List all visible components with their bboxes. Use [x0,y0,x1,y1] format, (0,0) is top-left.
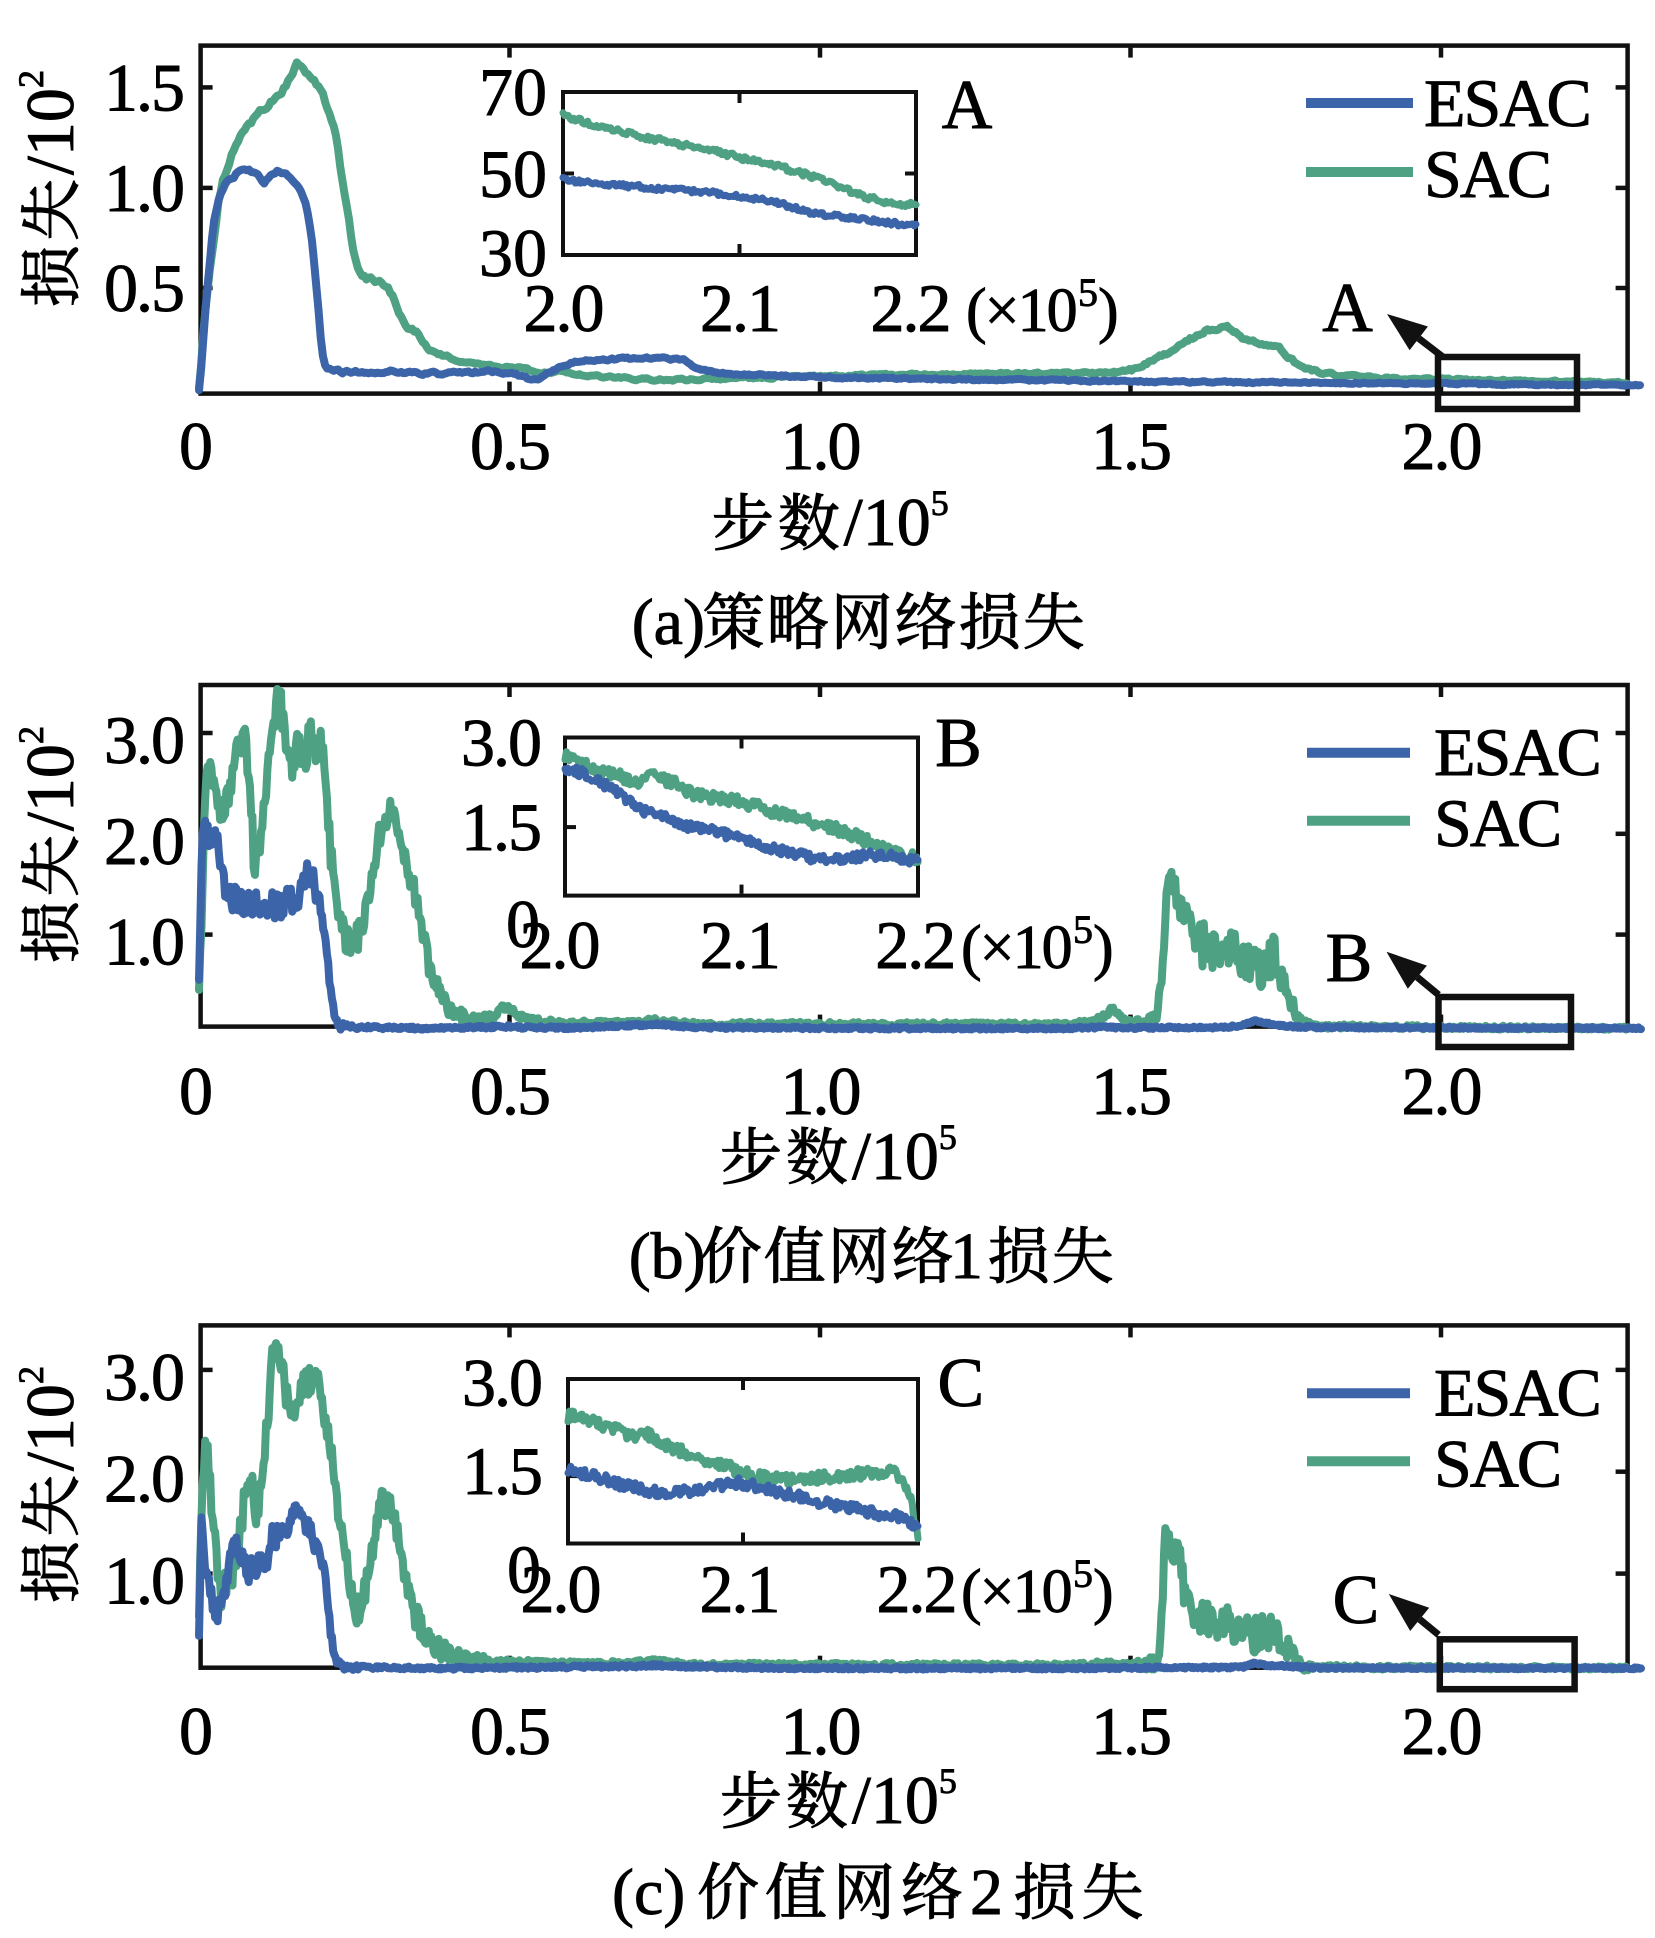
svg-text:1.0: 1.0 [104,1543,183,1619]
svg-text:1.5: 1.5 [462,1433,541,1509]
svg-text:(b): (b) [629,1220,706,1293]
svg-text:0.5: 0.5 [470,1693,549,1769]
svg-text:B: B [1326,920,1373,997]
svg-text:0.5: 0.5 [104,250,183,326]
svg-text:1.0: 1.0 [104,904,183,980]
svg-text:1.0: 1.0 [781,408,860,484]
svg-text:2.0: 2.0 [524,270,603,346]
svg-text:/10: /10 [844,484,931,560]
svg-text:2.0: 2.0 [104,1441,183,1517]
svg-text:2: 2 [11,1366,51,1384]
svg-text:ESAC: ESAC [1434,714,1600,790]
svg-text:3.0: 3.0 [104,702,183,778]
svg-text:0: 0 [179,408,213,484]
svg-text:1.5: 1.5 [1091,1693,1170,1769]
svg-text:1.0: 1.0 [781,1693,860,1769]
svg-text:5: 5 [939,1117,957,1157]
svg-text:A: A [1322,270,1373,347]
svg-text:/10: /10 [12,744,88,831]
svg-text:SAC: SAC [1434,1425,1560,1501]
svg-text:2.1: 2.1 [700,270,779,346]
svg-text:5: 5 [931,483,949,523]
svg-text:2.0: 2.0 [1402,408,1481,484]
svg-text:/10: /10 [852,1762,939,1838]
svg-text:2.0: 2.0 [104,803,183,879]
svg-text:3.0: 3.0 [462,1344,541,1420]
svg-text:0: 0 [507,1532,541,1608]
svg-text:0: 0 [179,1053,213,1129]
svg-text:1: 1 [950,1220,983,1293]
svg-text:): ) [1093,1558,1114,1626]
svg-text:(c): (c) [612,1856,685,1929]
svg-text:2.0: 2.0 [1402,1693,1481,1769]
svg-text:3.0: 3.0 [461,704,540,780]
svg-text:2.1: 2.1 [700,1551,779,1627]
svg-text:2: 2 [11,726,51,744]
svg-text:1.0: 1.0 [104,150,183,226]
svg-text:5: 5 [939,1761,957,1801]
svg-text:2.1: 2.1 [700,907,779,983]
svg-text:70: 70 [479,54,547,130]
svg-text:(a): (a) [632,586,705,659]
svg-text:0.5: 0.5 [470,1053,549,1129]
svg-text:5: 5 [1073,1551,1093,1596]
svg-text:2.2: 2.2 [871,270,950,346]
svg-text:2: 2 [970,1856,1003,1929]
svg-text:/10: /10 [12,88,88,175]
svg-text:SAC: SAC [1424,136,1550,212]
svg-text:2.2: 2.2 [877,1551,956,1627]
svg-text:/10: /10 [852,1118,939,1194]
svg-text:2.0: 2.0 [520,907,599,983]
svg-text:A: A [942,67,993,144]
svg-text:1.5: 1.5 [1091,408,1170,484]
svg-text:50: 50 [479,136,547,212]
svg-text:): ) [1093,914,1114,982]
svg-text:): ) [1098,277,1119,345]
svg-text:1.5: 1.5 [461,789,540,865]
svg-text:2.0: 2.0 [1402,1053,1481,1129]
svg-text:1.5: 1.5 [104,49,183,125]
svg-text:(×10: (×10 [966,277,1076,345]
svg-text:2: 2 [11,70,51,88]
svg-text:2.0: 2.0 [521,1551,600,1627]
svg-text:1.0: 1.0 [781,1053,860,1129]
svg-text:(×10: (×10 [961,1558,1071,1626]
svg-text:B: B [935,705,982,782]
svg-text:ESAC: ESAC [1434,1354,1600,1430]
svg-text:5: 5 [1073,907,1093,952]
svg-text:ESAC: ESAC [1424,65,1590,141]
svg-text:C: C [937,1345,984,1422]
svg-text:5: 5 [1078,270,1098,315]
svg-text:2.2: 2.2 [875,907,954,983]
svg-text:0: 0 [506,886,540,962]
svg-text:C: C [1333,1562,1380,1639]
svg-text:0.5: 0.5 [470,408,549,484]
svg-text:(×10: (×10 [961,914,1071,982]
svg-text:30: 30 [479,215,547,291]
svg-text:3.0: 3.0 [104,1339,183,1415]
svg-text:SAC: SAC [1434,785,1560,861]
svg-text:1.5: 1.5 [1091,1053,1170,1129]
svg-text:/10: /10 [12,1384,88,1471]
svg-text:0: 0 [179,1693,213,1769]
